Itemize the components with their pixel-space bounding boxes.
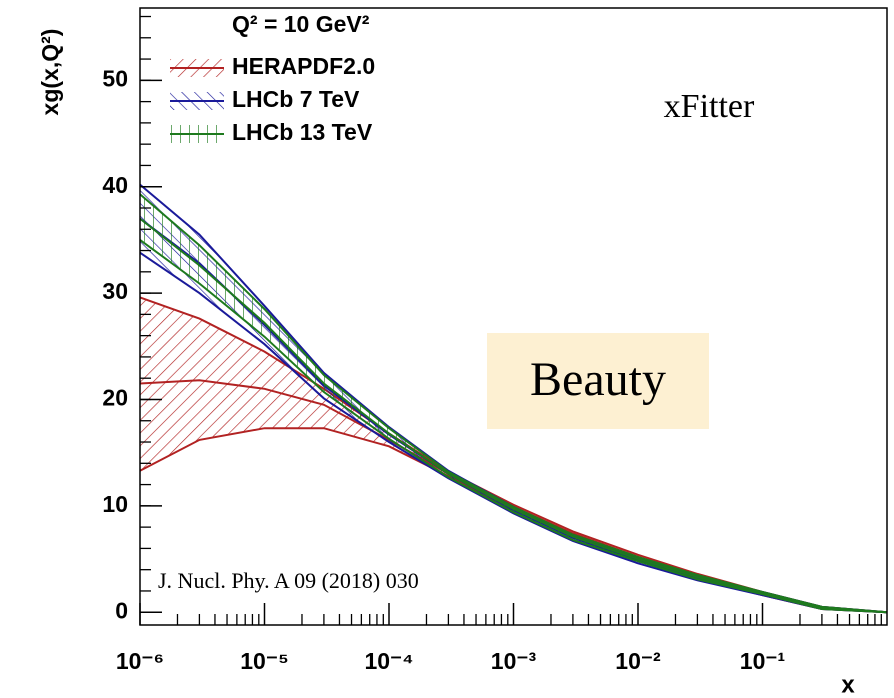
x-tick-label: 10⁻⁴: [364, 648, 413, 674]
y-tick-label: 50: [102, 65, 128, 91]
citation: J. Nucl. Phy. A 09 (2018) 030: [158, 568, 419, 593]
legend-label: HERAPDF2.0: [232, 53, 375, 79]
x-tick-label: 10⁻³: [491, 648, 537, 674]
x-tick-label: 10⁻⁶: [116, 648, 164, 674]
citation-box: [154, 566, 538, 598]
x-tick-label: 10⁻⁵: [240, 648, 289, 674]
x-axis-title: x: [841, 671, 855, 698]
y-tick-label: 30: [102, 278, 128, 304]
x-tick-label: 10⁻¹: [740, 648, 785, 674]
legend-title: Q² = 10 GeV²: [232, 11, 370, 37]
annotation-box: [487, 333, 709, 429]
y-axis-title: xg(x,Q²): [37, 29, 63, 116]
plot-area: 0 10 20 30 40 50 10⁻⁶ 10⁻⁵ 10⁻⁴ 10⁻³ 10⁻² 10⁻¹: [102, 7, 888, 674]
y-tick-label: 40: [102, 172, 128, 198]
band-edge: [139, 193, 888, 614]
y-tick-label: 10: [102, 491, 128, 517]
annotation: xFitter: [664, 88, 755, 125]
y-tick-label: 20: [102, 385, 128, 411]
legend-label: LHCb 13 TeV: [232, 119, 373, 145]
band-hatch: [140, 297, 887, 613]
x-tick-label: 10⁻²: [615, 648, 661, 674]
band-edge: [139, 239, 888, 614]
legend-label: LHCb 7 TeV: [232, 86, 360, 112]
y-tick-label: 0: [115, 597, 128, 623]
annotation: Beauty: [530, 353, 666, 406]
